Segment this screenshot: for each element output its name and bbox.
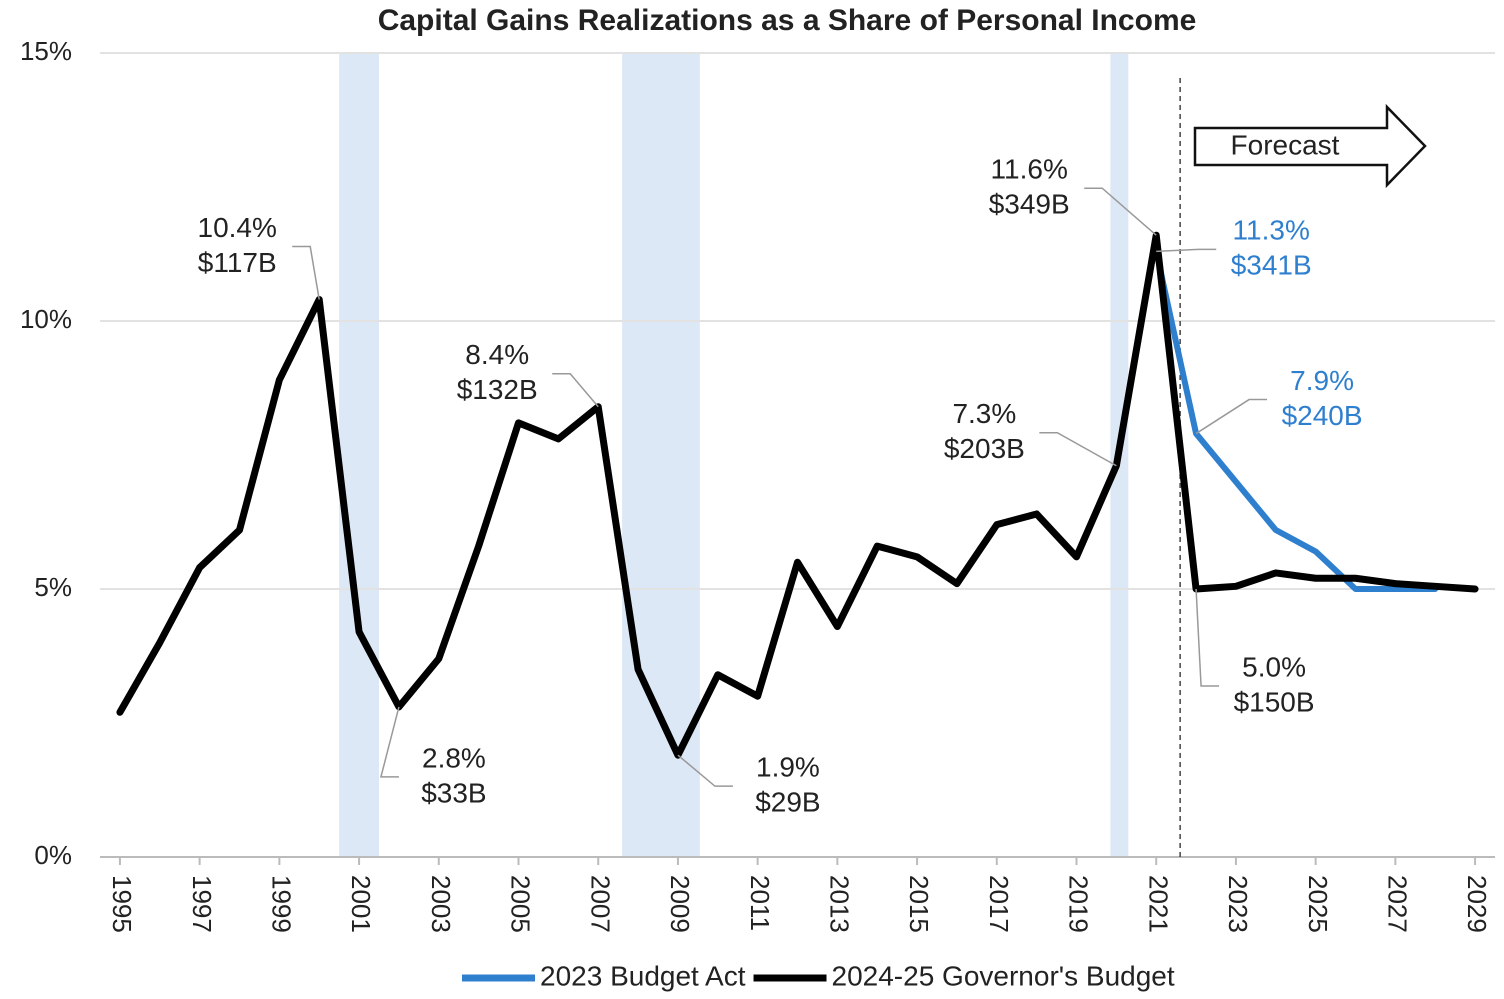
annotation-text: 11.3%	[1233, 215, 1310, 246]
x-tick-label: 1995	[107, 875, 137, 933]
legend-label: 2024-25 Governor's Budget	[832, 960, 1175, 991]
annotation-text: 8.4%	[465, 339, 529, 370]
annotation-leader	[552, 373, 599, 408]
annotation-text: $240B	[1282, 400, 1363, 431]
x-tick-label: 1999	[266, 875, 296, 933]
shaded-span	[339, 53, 379, 857]
x-tick-label: 2023	[1223, 875, 1253, 933]
annotation-leader	[379, 706, 400, 778]
chart-title: Capital Gains Realizations as a Share of…	[378, 4, 1197, 37]
annotation-leader	[677, 754, 733, 787]
annotation-leader	[1156, 248, 1217, 253]
y-tick-label: 10%	[20, 304, 72, 334]
annotation-text: 2.8%	[422, 742, 486, 773]
annotation-leader	[1195, 398, 1268, 435]
x-tick-label: 2021	[1143, 875, 1173, 933]
annotation-leader	[1195, 588, 1220, 687]
series-line	[1153, 248, 1439, 592]
annotation-text: $132B	[457, 374, 538, 405]
x-tick-label: 2011	[745, 875, 775, 931]
x-tick-label: 2001	[346, 875, 376, 933]
x-tick-label: 2019	[1064, 875, 1094, 933]
x-tick-label: 2007	[585, 875, 615, 933]
annotation-text: $33B	[421, 777, 486, 808]
x-tick-label: 2029	[1462, 875, 1492, 933]
x-tick-label: 2003	[426, 875, 456, 933]
forecast-arrow	[1193, 103, 1427, 189]
annotation-text: 7.9%	[1290, 365, 1354, 396]
forecast-label: Forecast	[1231, 129, 1340, 160]
y-tick-label: 5%	[34, 572, 72, 602]
x-tick-label: 2013	[824, 875, 854, 933]
legend-label: 2023 Budget Act	[540, 960, 746, 991]
annotation-leader	[1084, 187, 1157, 236]
annotation-text: $203B	[944, 433, 1025, 464]
annotation-leader	[1039, 431, 1117, 467]
y-tick-label: 0%	[34, 840, 72, 870]
annotation-text: $117B	[198, 247, 277, 278]
annotation-text: $341B	[1231, 250, 1312, 281]
annotation-text: 1.9%	[756, 752, 820, 783]
x-tick-label: 1997	[187, 875, 217, 933]
annotation-text: 10.4%	[198, 212, 277, 243]
annotation-text: $349B	[989, 189, 1070, 220]
x-tick-label: 2005	[506, 875, 536, 933]
annotation-leader	[292, 245, 320, 300]
y-tick-label: 15%	[20, 36, 72, 66]
annotation-text: 5.0%	[1242, 651, 1306, 682]
annotation-text: $29B	[755, 787, 820, 818]
x-tick-label: 2009	[665, 875, 695, 933]
annotation-text: 7.3%	[952, 398, 1016, 429]
x-tick-label: 2027	[1382, 875, 1412, 933]
annotation-text: 11.6%	[991, 154, 1068, 185]
x-tick-label: 2025	[1303, 875, 1333, 933]
annotation-text: $150B	[1234, 686, 1315, 717]
series-line	[116, 231, 1479, 759]
x-tick-label: 2017	[984, 875, 1014, 933]
x-tick-label: 2015	[904, 875, 934, 933]
